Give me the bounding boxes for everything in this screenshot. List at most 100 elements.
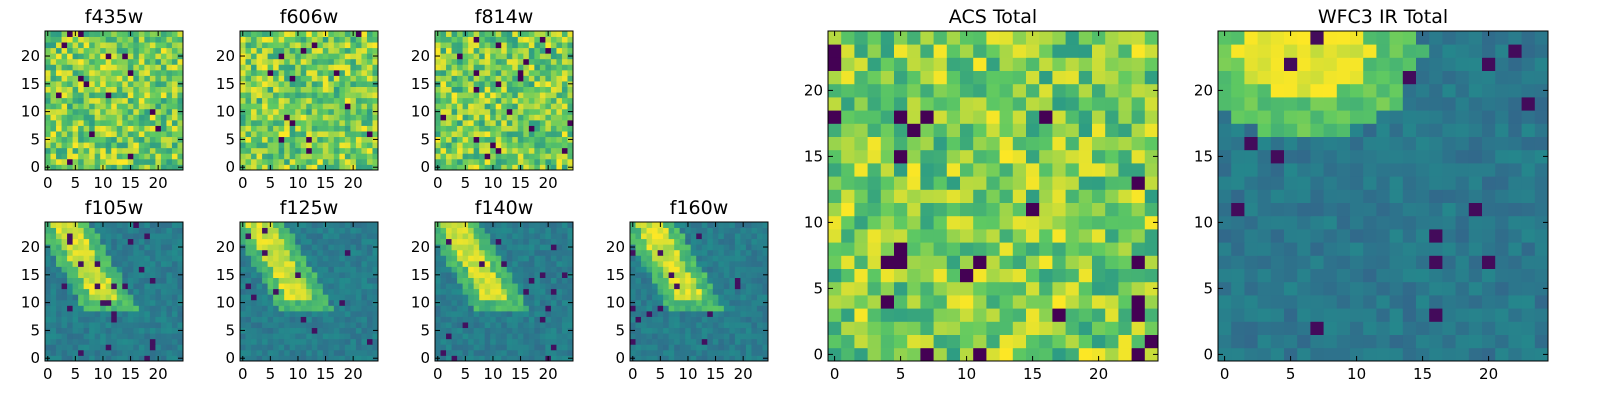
heatmap-cell — [828, 321, 842, 335]
heatmap-cell — [350, 227, 357, 234]
heatmap-cell — [539, 327, 546, 334]
heatmap-cell — [177, 227, 184, 234]
heatmap-cell — [762, 233, 769, 240]
heatmap-cell — [273, 294, 280, 301]
heatmap-cell — [127, 131, 134, 138]
heatmap-cell — [355, 333, 362, 340]
heatmap-cell — [495, 125, 502, 132]
heatmap-cell — [556, 355, 563, 362]
heatmap-cell — [751, 222, 758, 228]
x-tick-label: 10 — [483, 365, 502, 383]
heatmap-cell — [83, 227, 90, 234]
heatmap-cell — [479, 36, 486, 43]
heatmap-cell — [646, 316, 653, 323]
heatmap-cell — [550, 255, 557, 262]
heatmap-cell — [273, 316, 280, 323]
heatmap-cell — [328, 53, 335, 60]
heatmap-cell — [550, 53, 557, 60]
heatmap-cell — [501, 249, 508, 256]
heatmap-cell — [740, 305, 747, 312]
heatmap-cell — [446, 119, 452, 126]
heatmap-cell — [646, 260, 653, 267]
heatmap-cell — [1039, 189, 1053, 203]
heatmap-cell — [479, 42, 486, 49]
heatmap-cell — [300, 249, 307, 256]
heatmap-cell — [635, 322, 642, 329]
heatmap-cell — [262, 344, 268, 351]
heatmap-cell — [300, 355, 307, 362]
heatmap-cell — [273, 288, 280, 295]
heatmap-cell — [446, 316, 452, 323]
heatmap-cell — [451, 316, 458, 323]
heatmap-cell — [457, 119, 463, 126]
heatmap-cell — [262, 153, 268, 160]
heatmap-cell — [339, 333, 346, 340]
heatmap-cell — [177, 238, 184, 245]
heatmap-cell — [729, 255, 736, 262]
heatmap-cell — [105, 283, 112, 290]
x-tick-label: 0 — [43, 174, 53, 192]
heatmap-cell — [67, 266, 73, 273]
heatmap-cell — [920, 176, 934, 190]
heatmap-cell — [484, 164, 491, 171]
heatmap-cell — [306, 294, 313, 301]
heatmap-cell — [539, 125, 546, 132]
heatmap-cell — [484, 233, 491, 240]
heatmap-cell — [479, 47, 486, 54]
heatmap-cell — [267, 114, 274, 121]
heatmap-cell — [317, 86, 324, 93]
heatmap-cell — [256, 64, 263, 71]
heatmap-cell — [317, 75, 324, 82]
heatmap-cell — [545, 233, 552, 240]
heatmap-cell — [512, 153, 519, 160]
heatmap-cell — [462, 58, 469, 65]
heatmap-cell — [333, 92, 340, 99]
y-tick-label: 0 — [30, 349, 40, 367]
heatmap-cell — [528, 327, 535, 334]
heatmap-cell — [495, 322, 502, 329]
heatmap-cell — [556, 310, 563, 317]
heatmap-cell — [138, 153, 145, 160]
y-tick-label: 10 — [216, 294, 235, 312]
heatmap-cell — [361, 47, 368, 54]
heatmap-cell — [155, 153, 162, 160]
heatmap-cell — [723, 222, 730, 228]
heatmap-cell — [539, 288, 546, 295]
heatmap-cell — [133, 86, 140, 93]
heatmap-cell — [166, 244, 173, 251]
heatmap-cell — [663, 244, 670, 251]
heatmap-cell — [144, 53, 151, 60]
heatmap-cell — [333, 266, 340, 273]
heatmap-cell — [116, 158, 123, 165]
heatmap-cell — [171, 299, 178, 306]
heatmap-cell — [166, 355, 173, 362]
heatmap-cell — [435, 260, 441, 267]
heatmap-cell — [262, 238, 268, 245]
heatmap-cell — [144, 349, 151, 356]
heatmap-cell — [946, 176, 961, 190]
heatmap-cell — [696, 272, 703, 278]
heatmap-cell — [133, 283, 140, 290]
heatmap-cell — [50, 277, 57, 284]
heatmap-cell — [679, 294, 686, 301]
heatmap-cell — [446, 244, 452, 251]
heatmap-cell — [668, 222, 675, 228]
heatmap-cell — [311, 222, 318, 228]
heatmap-cell — [240, 47, 246, 54]
heatmap-cell — [506, 108, 513, 115]
heatmap-cell — [534, 53, 541, 60]
heatmap-cell — [105, 227, 112, 234]
heatmap-cell — [166, 64, 173, 71]
heatmap-cell — [306, 108, 313, 115]
heatmap-cell — [56, 108, 62, 115]
heatmap-cell — [523, 36, 530, 43]
heatmap-cell — [550, 249, 557, 256]
heatmap-cell — [751, 327, 758, 334]
heatmap-cell — [1131, 176, 1146, 190]
heatmap-cell — [366, 53, 373, 60]
heatmap-cell — [127, 86, 134, 93]
heatmap-cell — [171, 316, 178, 323]
heatmap-cell — [355, 227, 362, 234]
heatmap-cell — [556, 266, 563, 273]
heatmap-cell — [462, 327, 469, 334]
